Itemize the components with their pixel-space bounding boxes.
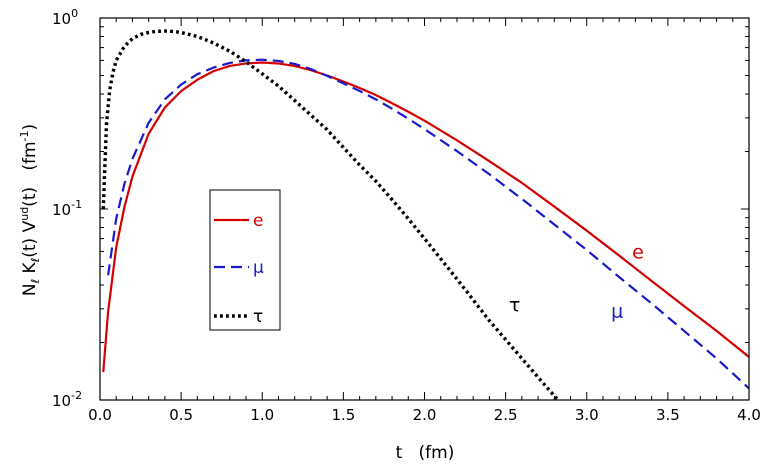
y-title-part: ℓ [29,279,42,285]
svg-text:Nℓ Kℓ(t) Vud(t) (fm-1): Nℓ Kℓ(t) Vud(t) (fm-1) [18,124,42,296]
y-title-part: ud [18,207,31,221]
y-title-part: (t) V [20,220,40,257]
x-tick-label: 3.5 [656,406,680,424]
legend-label: τ [253,307,263,327]
x-tick-label: 0.0 [88,406,112,424]
curve-label: e [632,242,644,264]
curve-label: τ [509,295,520,317]
legend-label: μ [253,258,264,278]
y-title-part: -1 [18,131,31,142]
ticks-layer [99,17,750,401]
x-tick-label: 3.0 [575,406,599,424]
legend: e μ τ [209,189,281,331]
legend-box [209,189,281,331]
series-line-τ [101,29,561,400]
y-title-part: (t) (fm [20,141,40,206]
x-tick-label: 4.0 [737,406,761,424]
y-axis-title: Nℓ Kℓ(t) Vud(t) (fm-1) [18,124,42,296]
labels-layer: 0.0 0.5 1.0 1.5 2.0 2.5 3.0 3.5 4.0 100 10-1 10-2 e μ… [52,7,761,424]
x-tick-label: 2.0 [413,406,437,424]
series-line-μ [107,58,749,390]
curve-label: μ [611,301,623,323]
y-title-part: ℓ [29,258,42,264]
series-layer [101,29,749,400]
y-tick-label: 100 [52,7,78,28]
x-tick-label: 2.5 [494,406,518,424]
y-tick-label: 10-1 [52,198,82,219]
y-title-part: N [20,283,40,296]
x-tick-label: 0.5 [169,406,193,424]
y-title-part: ) [20,124,40,131]
x-tick-label: 1.0 [250,406,274,424]
x-tick-label: 1.5 [331,406,355,424]
y-title-part: K [20,261,40,278]
y-tick-label: 10-2 [52,389,82,410]
legend-label: e [253,211,263,231]
x-axis-title: t (fm) [396,443,455,463]
